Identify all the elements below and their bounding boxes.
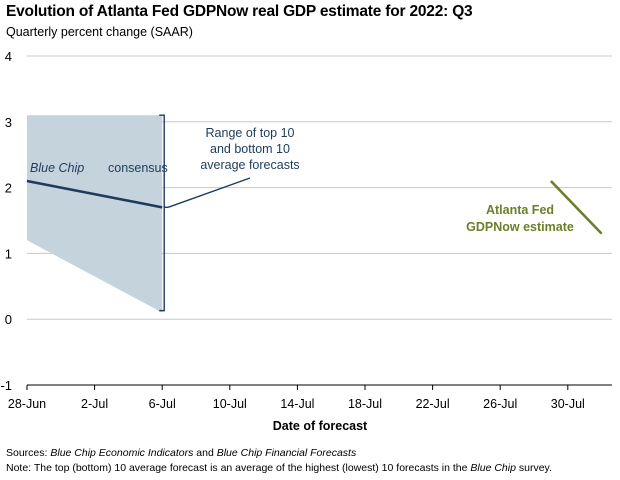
- y-tick-label: -1: [0, 378, 12, 393]
- x-tick-label: 14-Jul: [280, 397, 314, 411]
- x-tick-label: 6-Jul: [149, 397, 176, 411]
- y-tick-label: 3: [5, 115, 12, 130]
- range-label-line-2: and bottom 10: [210, 142, 290, 156]
- chart-subtitle: Quarterly percent change (SAAR): [6, 25, 193, 39]
- range-leader-line: [167, 177, 251, 208]
- range-bracket: [159, 114, 169, 312]
- x-tick-label: 18-Jul: [348, 397, 382, 411]
- chart-title: Evolution of Atlanta Fed GDPNow real GDP…: [6, 3, 473, 20]
- sources-title-1: Blue Chip Economic Indicators: [50, 447, 194, 459]
- y-tick-label: 4: [5, 49, 12, 64]
- range-label-line-1: Range of top 10: [206, 126, 295, 140]
- consensus-label-italic: Blue Chip: [30, 161, 84, 175]
- sources-and: and: [193, 447, 217, 459]
- sources-text: Sources: Blue Chip Economic Indicators a…: [6, 447, 356, 459]
- gdpnow-label-line-1: Atlanta Fed: [486, 203, 554, 217]
- note-italic: Blue Chip: [470, 462, 516, 474]
- sources-prefix: Sources:: [6, 447, 51, 459]
- note-text: Note: The top (bottom) 10 average foreca…: [6, 462, 552, 474]
- blue-chip-consensus-line: [26, 179, 163, 209]
- range-label-line-3: average forecasts: [200, 158, 299, 172]
- y-tick-label: 2: [5, 181, 12, 196]
- gdpnow-estimate-line: [549, 180, 603, 235]
- note-prefix: Note: The top (bottom) 10 average foreca…: [6, 462, 471, 474]
- y-tick-label: 0: [5, 312, 12, 327]
- gdpnow-label-line-2: GDPNow estimate: [466, 220, 574, 234]
- sources-title-2: Blue Chip Financial Forecasts: [216, 447, 357, 459]
- range-band: [27, 115, 163, 313]
- x-tick-label: 28-Jun: [8, 397, 46, 411]
- x-axis-title: Date of forecast: [273, 419, 368, 433]
- consensus-label-rest: consensus: [108, 161, 168, 175]
- x-tick-label: 26-Jul: [483, 397, 517, 411]
- x-tick-label: 22-Jul: [416, 397, 450, 411]
- y-tick-label: 1: [5, 246, 12, 261]
- x-tick-label: 10-Jul: [213, 397, 247, 411]
- note-suffix: survey.: [515, 462, 552, 474]
- x-tick-label: 30-Jul: [551, 397, 585, 411]
- x-tick-label: 2-Jul: [81, 397, 108, 411]
